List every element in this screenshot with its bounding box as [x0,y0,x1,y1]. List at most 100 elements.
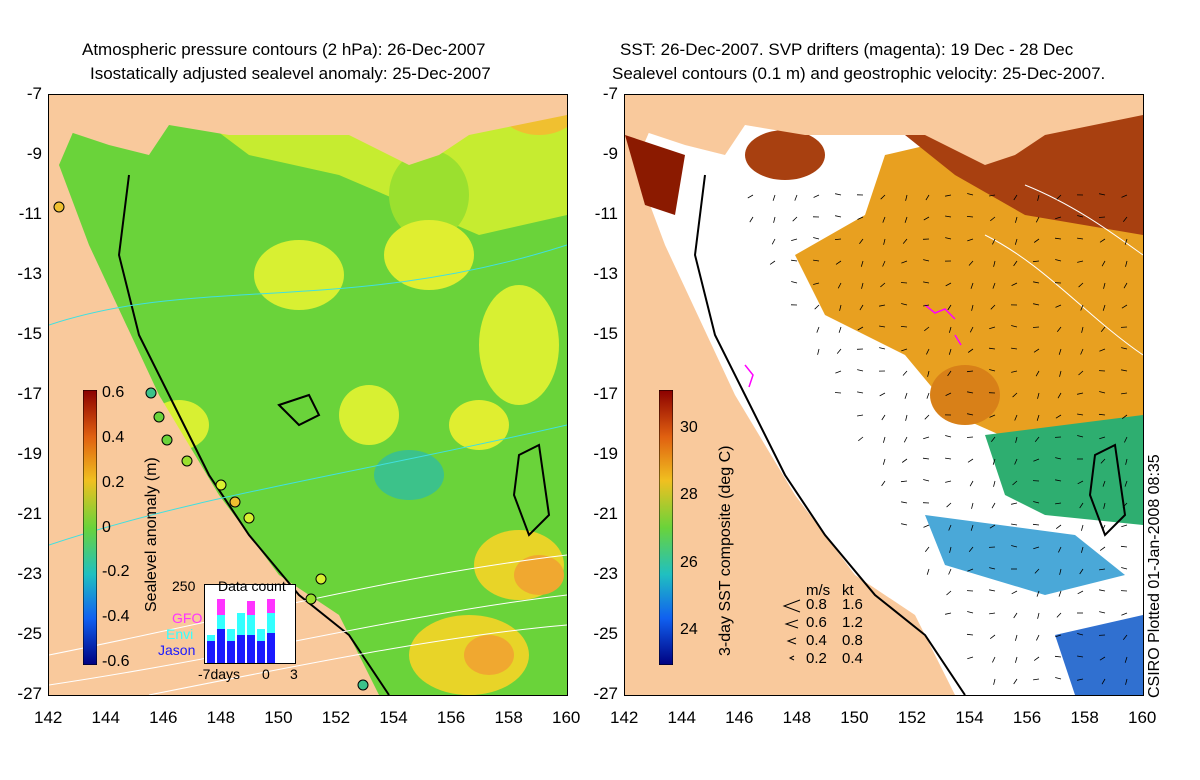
sst-colorbar [659,390,673,665]
velocity-arrow [1121,612,1128,616]
velocity-arrow [1015,436,1018,443]
velocity-arrow [1103,502,1106,509]
velocity-arrow [1100,326,1106,332]
velocity-legend-kt-header: kt [842,582,854,599]
velocity-arrow [837,282,842,289]
velocity-arrow [900,480,908,483]
velocity-arrow [1077,237,1084,240]
velocity-arrow [969,480,974,487]
pressure-contour [49,244,567,326]
velocity-arrow [989,414,996,418]
velocity-legend-ms-header: m/s [806,582,831,599]
colorbar-tick-label: -0.4 [102,608,130,626]
velocity-arrow [968,546,974,552]
tide-gauge [305,593,317,605]
velocity-arrow [904,392,908,399]
anomaly-patch [514,555,564,595]
velocity-arrow [860,260,864,267]
axis-tick-label: -15 [17,324,42,343]
velocity-arrow [1033,238,1040,243]
axis-tick-label: -13 [593,264,618,283]
velocity-arrow [1079,502,1084,509]
velocity-arrow [1121,347,1128,350]
velocity-arrow [861,282,864,289]
anomaly-patch [374,450,444,500]
velocity-arrow [791,281,798,284]
velocity-arrow [1015,634,1018,641]
velocity-arrow [992,238,996,245]
velocity-arrow [794,194,798,201]
velocity-arrow [1125,678,1128,685]
velocity-arrow [923,304,930,307]
velocity-arrow [859,238,864,245]
velocity-arrow [1101,260,1106,267]
velocity-arrow [948,524,952,531]
velocity-arrow [1121,194,1128,198]
velocity-arrow [923,259,930,262]
velocity-arrow [835,193,842,196]
velocity-arrow [967,193,974,196]
velocity-arrow [1123,282,1128,289]
land-new-guinea [49,95,567,165]
velocity-arrow [881,414,886,421]
velocity-arrow [834,238,842,240]
land-new-guinea [625,95,1143,165]
velocity-arrow [927,370,930,377]
velocity-arrow [989,567,996,570]
axis-tick-label: 156 [1012,708,1042,727]
velocity-arrow [1098,216,1106,218]
sst-cool-region [925,515,1125,595]
velocity-legend-row-ms: 0.4 [806,632,827,649]
velocity-arrow [857,414,864,417]
velocity-arrow [989,326,996,330]
axis-tick-label: 146 [149,708,178,727]
axis-tick-label: -21 [17,504,42,523]
velocity-arrow [1032,326,1040,328]
shelf-contour [117,174,390,695]
velocity-arrow [835,370,842,374]
tide-gauge [145,387,157,399]
colorbar-tick-label: 0.4 [102,428,125,446]
axis-tick-label: 158 [1070,708,1099,727]
axis-tick-label: -23 [17,564,42,583]
left-title-line2: Isostatically adjusted sealevel anomaly:… [90,64,491,83]
axis-tick-label: 154 [955,708,984,727]
velocity-arrow [769,260,776,265]
velocity-arrow [1099,546,1106,551]
velocity-arrow [1098,413,1106,416]
anomaly-patch [254,240,344,310]
shelf-contour [693,174,966,695]
velocity-arrow [993,678,996,685]
velocity-arrow [1035,370,1040,377]
velocity-arrow [945,392,952,396]
axis-tick-label: -7 [602,84,618,103]
velocity-arrow [882,216,886,223]
velocity-arrow [771,238,776,245]
velocity-arrow [945,480,952,483]
tide-gauge [181,455,193,467]
velocity-arrow [835,215,842,218]
anomaly-patch [449,400,509,450]
axis-tick-label: -9 [602,144,618,163]
velocity-arrow [1121,392,1128,395]
velocity-arrow [1124,480,1128,487]
land-australia [49,95,379,695]
velocity-arrow [1125,260,1128,267]
velocity-arrow [880,282,886,288]
velocity-arrow [948,568,952,575]
velocity-arrow [838,326,842,333]
velocity-arrow [882,260,886,267]
velocity-arrow [857,369,864,372]
velocity-arrow [1033,281,1040,284]
velocity-arrow [991,502,996,509]
velocity-arrow [1078,370,1084,376]
velocity-arrow [988,347,996,350]
velocity-arrow [1011,370,1018,373]
axis-tick-label: -11 [594,204,618,223]
velocity-arrow [989,589,996,592]
velocity-arrow [857,391,864,394]
velocity-arrow [1033,678,1040,681]
velocity-arrow [905,194,908,201]
velocity-arrow [990,216,996,222]
tide-gauge [315,573,327,585]
